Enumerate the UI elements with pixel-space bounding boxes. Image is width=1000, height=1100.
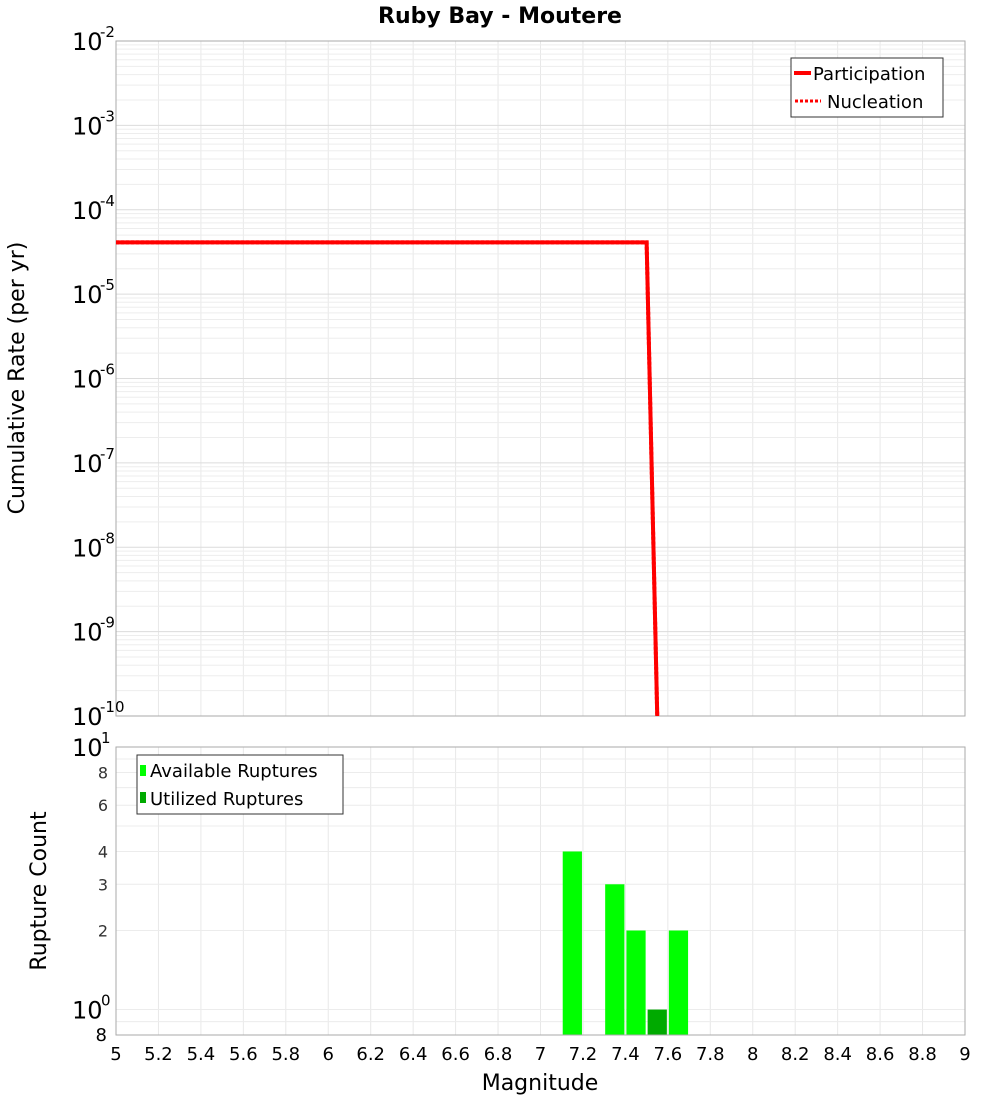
utilized-legend-label: Utilized Ruptures: [150, 789, 303, 810]
x-tick-label: 8: [747, 1044, 758, 1065]
x-tick-label: 7.6: [654, 1044, 683, 1065]
y-tick-label: 10: [72, 450, 103, 478]
x-tick-label: 6.4: [399, 1044, 428, 1065]
x-tick-label: 8.6: [866, 1044, 895, 1065]
utilized-legend-swatch: [140, 792, 146, 803]
top-y-axis-ticks: 10-210-310-410-510-610-710-810-910-10: [72, 23, 125, 731]
x-tick-label: 7.8: [696, 1044, 725, 1065]
x-tick-label: 6: [323, 1044, 334, 1065]
x-tick-label: 9: [959, 1044, 970, 1065]
y-tick-label: 10: [72, 281, 103, 309]
x-axis-ticks: 5 5.2 5.4 5.6 5.8 6 6.2 6.4 6.6 6.8 7 7.2 7.4 7.6 7.8 8…: [110, 1044, 970, 1065]
y-tick-label: 10: [72, 534, 103, 562]
x-tick-label: 5.8: [271, 1044, 300, 1065]
svg-text:-8: -8: [100, 529, 115, 547]
bar-available-ruptures: [562, 851, 582, 1035]
bar-available-ruptures: [605, 884, 625, 1035]
bar-available-ruptures: [668, 930, 689, 1035]
y-tick-label: 10: [72, 366, 103, 394]
svg-text:8: 8: [98, 763, 108, 782]
svg-text:-9: -9: [100, 614, 115, 632]
available-legend-swatch: [140, 765, 146, 776]
svg-text:-6: -6: [100, 361, 115, 379]
nucleation-legend-label: Nucleation: [827, 92, 923, 113]
available-legend-label: Available Ruptures: [150, 761, 318, 782]
y-tick-label: 10: [72, 619, 103, 647]
x-tick-label: 5.6: [229, 1044, 258, 1065]
y-tick-label: 10: [72, 703, 103, 731]
x-tick-label: 6.2: [356, 1044, 385, 1065]
bottom-y-axis-label: Rupture Count: [27, 811, 52, 971]
x-tick-label: 8.8: [908, 1044, 937, 1065]
x-tick-label: 7.2: [569, 1044, 598, 1065]
x-tick-label: 5: [110, 1044, 121, 1065]
svg-text:0: 0: [101, 992, 111, 1010]
top-legend: Participation Nucleation: [790, 57, 944, 118]
x-axis-label: Magnitude: [482, 1071, 599, 1096]
top-plot-frame: [115, 40, 966, 717]
bar-available-ruptures: [626, 930, 646, 1035]
svg-text:6: 6: [98, 796, 108, 815]
x-tick-label: 6.6: [441, 1044, 470, 1065]
svg-text:1: 1: [101, 729, 111, 747]
svg-text:8: 8: [96, 1025, 107, 1046]
x-tick-label: 5.4: [187, 1044, 216, 1065]
x-tick-label: 7: [535, 1044, 546, 1065]
chart-title: Ruby Bay - Moutere: [378, 4, 622, 29]
participation-legend-label: Participation: [813, 64, 925, 85]
y-tick-label: 10: [72, 197, 103, 225]
svg-text:-4: -4: [100, 192, 115, 210]
top-plot-series: [116, 240, 660, 717]
svg-text:-3: -3: [100, 107, 115, 125]
x-tick-label: 8.4: [823, 1044, 852, 1065]
svg-text:4: 4: [98, 842, 108, 861]
x-tick-label: 7.4: [611, 1044, 640, 1065]
nucleation-line: [116, 240, 660, 717]
bottom-plot-frame: [115, 746, 966, 1036]
svg-text:-2: -2: [100, 23, 115, 41]
svg-text:3: 3: [98, 875, 108, 894]
svg-text:-5: -5: [100, 276, 115, 294]
y-tick-label: 10: [72, 28, 103, 56]
svg-text:10: 10: [72, 734, 103, 762]
bottom-plot-bars: [562, 851, 689, 1035]
top-plot-grid: [115, 41, 966, 717]
bottom-legend: Available Ruptures Utilized Ruptures: [136, 754, 344, 815]
svg-text:-10: -10: [100, 698, 125, 716]
top-y-axis-label: Cumulative Rate (per yr): [5, 242, 30, 515]
x-tick-label: 5.2: [144, 1044, 173, 1065]
x-tick-label: 8.2: [781, 1044, 810, 1065]
bar-utilized-ruptures: [647, 1009, 667, 1035]
y-tick-label: 10: [72, 112, 103, 140]
x-tick-label: 6.8: [484, 1044, 513, 1065]
svg-text:10: 10: [72, 997, 103, 1025]
svg-text:-7: -7: [100, 445, 115, 463]
svg-text:2: 2: [98, 922, 108, 941]
